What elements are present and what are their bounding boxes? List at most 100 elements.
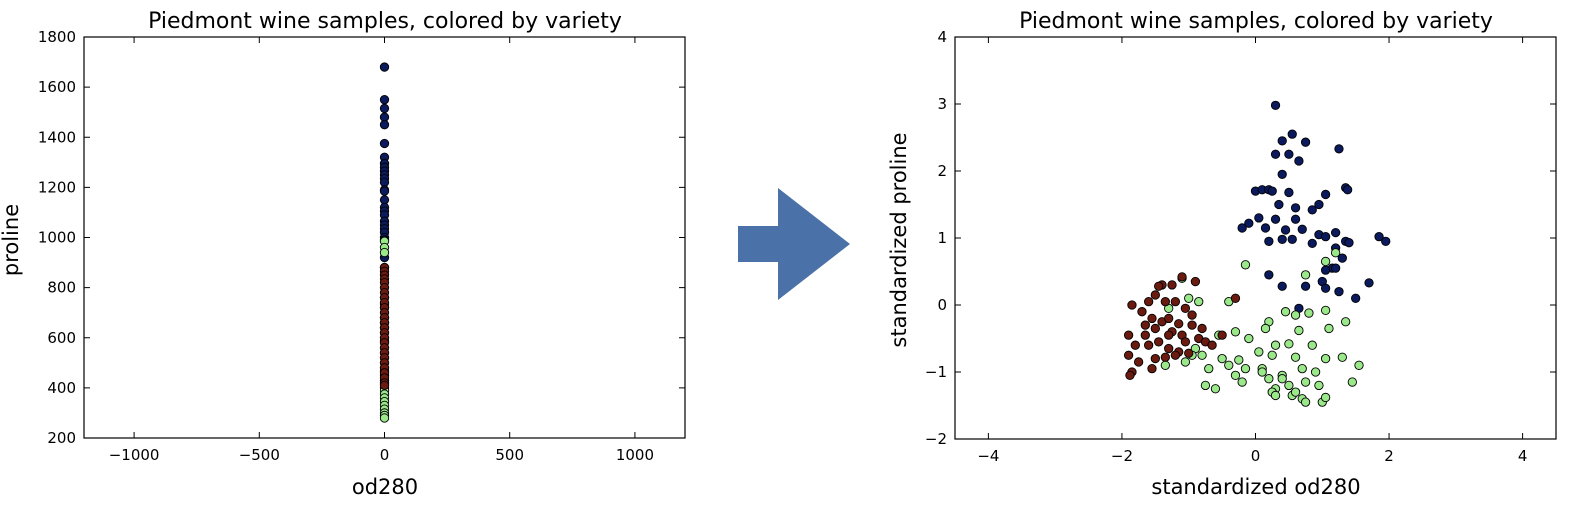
data-point xyxy=(1123,330,1134,340)
y-tick-label: 1 xyxy=(937,229,947,247)
y-tick-label: 1000 xyxy=(38,229,76,247)
data-point xyxy=(1190,276,1201,287)
data-point xyxy=(1307,340,1317,350)
data-point xyxy=(1320,283,1331,293)
data-point xyxy=(1244,333,1254,344)
data-point xyxy=(1123,350,1134,360)
data-point xyxy=(1140,320,1150,330)
y-tick-label: −2 xyxy=(925,430,947,448)
data-point xyxy=(1254,213,1264,223)
data-point xyxy=(1200,380,1211,391)
data-point xyxy=(1270,100,1281,110)
plot-frame xyxy=(954,36,1557,440)
x-tick-label: −1000 xyxy=(109,446,160,464)
data-point xyxy=(1300,397,1311,407)
data-point xyxy=(1320,256,1331,267)
data-point xyxy=(1197,350,1207,360)
data-point xyxy=(1334,144,1344,154)
data-point xyxy=(1177,272,1187,282)
data-point xyxy=(1287,129,1297,139)
data-point xyxy=(1217,330,1227,340)
y-tick-label: 4 xyxy=(937,28,947,46)
data-point xyxy=(1240,363,1251,374)
data-point xyxy=(1290,203,1301,213)
data-point xyxy=(1381,236,1391,247)
y-tick-label: 1400 xyxy=(38,128,76,146)
data-point xyxy=(1210,384,1221,394)
chart-title: Piedmont wine samples, colored by variet… xyxy=(1019,9,1493,34)
data-point xyxy=(1234,355,1244,365)
data-point xyxy=(1164,330,1174,340)
x-tick-label: −4 xyxy=(977,447,999,465)
data-point xyxy=(1300,137,1311,147)
data-point xyxy=(1237,377,1247,387)
data-point xyxy=(1267,350,1277,360)
data-point xyxy=(1277,374,1287,384)
data-point xyxy=(1257,367,1267,377)
data-point xyxy=(1127,300,1137,310)
data-point xyxy=(379,186,390,196)
y-tick-label: 0 xyxy=(937,296,947,314)
x-tick-label: 0 xyxy=(1251,447,1261,465)
data-point xyxy=(1217,353,1227,364)
data-point xyxy=(1207,340,1217,350)
data-point xyxy=(1304,308,1314,318)
data-point xyxy=(1260,323,1271,334)
data-point xyxy=(1167,280,1177,290)
data-point xyxy=(379,138,390,149)
x-tick-label: 0 xyxy=(380,446,390,464)
data-point xyxy=(1300,377,1311,387)
data-point xyxy=(1290,387,1301,397)
x-tick-label: 1000 xyxy=(616,446,654,464)
data-point xyxy=(1264,270,1274,280)
data-point xyxy=(1284,380,1294,391)
data-point xyxy=(1160,360,1171,370)
data-point xyxy=(1280,307,1291,317)
y-tick-label: 2 xyxy=(937,162,947,180)
data-point xyxy=(1320,305,1331,316)
data-point xyxy=(1307,205,1317,215)
data-point xyxy=(1277,281,1287,291)
data-point xyxy=(1297,224,1307,234)
data-point xyxy=(1290,352,1301,362)
data-point xyxy=(1184,293,1194,303)
data-point xyxy=(1314,380,1324,391)
x-tick-label: 4 xyxy=(1518,447,1528,465)
data-point xyxy=(1294,156,1304,166)
data-point xyxy=(1160,352,1171,362)
data-point xyxy=(1320,189,1331,200)
data-point xyxy=(1284,187,1294,198)
data-point xyxy=(1264,374,1274,384)
data-point xyxy=(1154,281,1164,291)
data-point xyxy=(1194,296,1204,307)
ticks: −1000 −500 0 500 1000 200 400 600 800 1000 1200 140… xyxy=(38,28,685,464)
y-tick-label: 1800 xyxy=(38,28,76,46)
data-point xyxy=(1354,360,1364,370)
x-axis-label: standardized od280 xyxy=(1151,475,1360,499)
data-point xyxy=(379,120,390,130)
data-point xyxy=(1174,319,1184,329)
data-point xyxy=(1170,350,1181,360)
right-arrow-icon xyxy=(738,188,850,300)
data-point xyxy=(1144,296,1154,307)
data-point xyxy=(1320,232,1331,242)
data-point xyxy=(379,95,390,105)
data-point xyxy=(1267,186,1277,196)
data-point xyxy=(1230,370,1241,380)
data-point xyxy=(379,380,390,391)
data-point xyxy=(1314,199,1324,210)
data-point xyxy=(1230,327,1241,337)
y-axis-label: proline xyxy=(0,204,23,276)
data-point xyxy=(1180,337,1191,347)
data-point xyxy=(379,413,390,423)
data-point xyxy=(1164,343,1174,354)
data-point xyxy=(1344,238,1354,248)
data-point xyxy=(1147,313,1157,324)
data-point xyxy=(1337,352,1347,362)
chart-left: Piedmont wine samples, colored by variet… xyxy=(0,9,686,499)
y-tick-label: 800 xyxy=(47,279,76,297)
chart-right: Piedmont wine samples, colored by variet… xyxy=(887,9,1557,499)
data-point xyxy=(1150,353,1160,364)
data-point xyxy=(1330,263,1341,273)
data-point xyxy=(1164,313,1174,324)
